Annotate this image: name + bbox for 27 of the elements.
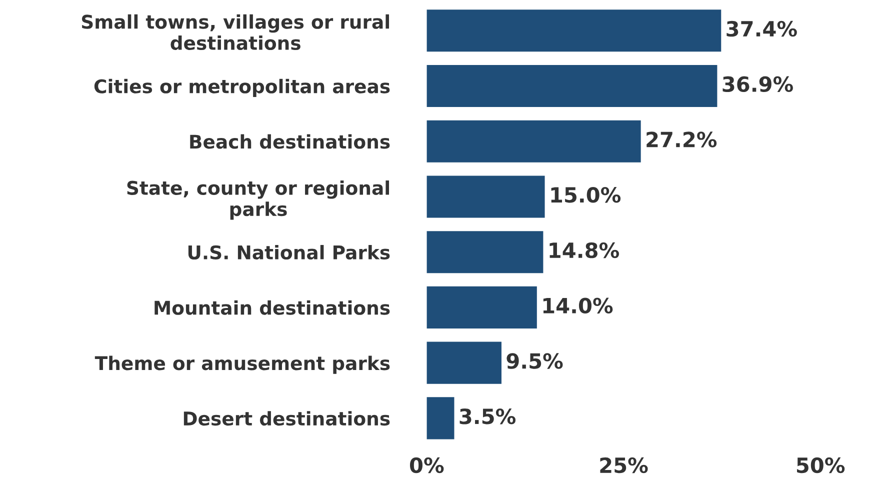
bar bbox=[426, 120, 641, 162]
y-tick-label: U.S. National Parks bbox=[188, 244, 390, 260]
data-label: 15.0% bbox=[551, 187, 621, 203]
y-tick-label: Theme or amusement parks bbox=[94, 356, 390, 374]
bar bbox=[426, 10, 722, 52]
y-tick-label: Desert destinations bbox=[184, 411, 390, 426]
data-label: 3.5% bbox=[460, 408, 516, 424]
x-tick-label: 50% bbox=[797, 457, 845, 474]
data-label: 14.0% bbox=[543, 298, 613, 314]
data-label: 37.4% bbox=[726, 20, 797, 37]
bar bbox=[426, 64, 718, 108]
data-label: 27.2% bbox=[646, 132, 717, 148]
data-label: 36.9% bbox=[722, 76, 793, 92]
bar bbox=[426, 286, 537, 329]
bar bbox=[426, 342, 502, 384]
y-tick-label: State, county or regional parks bbox=[127, 180, 389, 220]
x-tick-label: 0% bbox=[410, 457, 444, 474]
x-tick-label: 25% bbox=[600, 457, 648, 474]
data-label: 9.5% bbox=[506, 353, 563, 369]
bar bbox=[426, 397, 454, 440]
bar bbox=[426, 231, 544, 274]
y-tick-label: Beach destinations bbox=[190, 134, 390, 149]
bar bbox=[426, 176, 545, 218]
y-tick-label: Mountain destinations bbox=[154, 300, 390, 315]
y-tick-label: Small towns, villages or rural destinations bbox=[82, 14, 389, 50]
y-tick-label: Cities or metropolitan areas bbox=[94, 78, 390, 98]
data-label: 14.8% bbox=[550, 242, 619, 258]
